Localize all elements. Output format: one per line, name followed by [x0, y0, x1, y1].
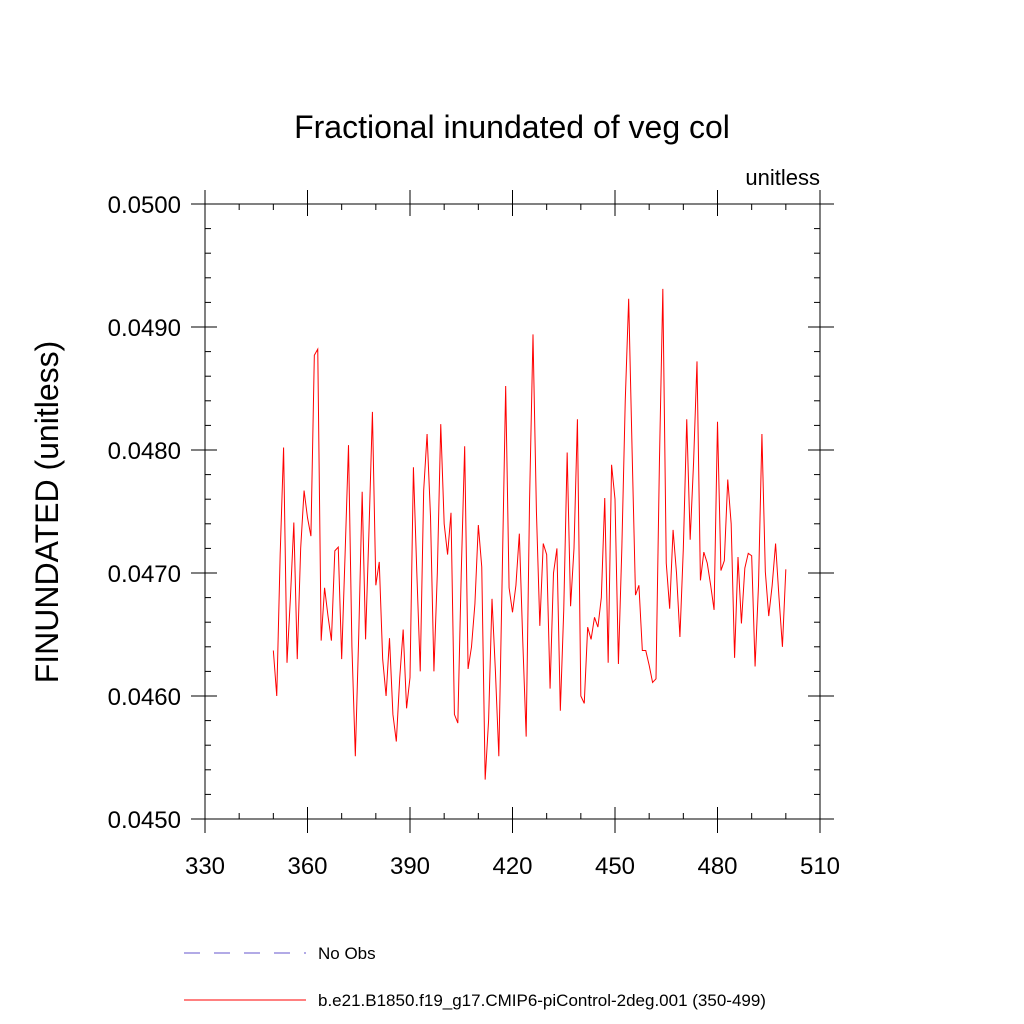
series-group: [272, 288, 787, 780]
x-tick-label: 510: [800, 853, 840, 880]
x-tick-label: 330: [185, 853, 225, 880]
units-label: unitless: [745, 165, 820, 190]
plot-frame: [204, 203, 821, 820]
x-tick-label: 480: [697, 853, 737, 880]
y-tick-label: 0.0470: [108, 561, 181, 588]
axis-tick-labels: 330 360 390 420 450 480 510 0.0450 0.0460 0.0470 0…: [108, 192, 840, 880]
axis-ticks: [191, 190, 834, 833]
y-tick-label: 0.0460: [108, 684, 181, 711]
chart-title: Fractional inundated of veg col: [294, 109, 730, 145]
series-line-model: [272, 288, 787, 780]
x-tick-label: 450: [595, 853, 635, 880]
x-tick-label: 360: [287, 853, 327, 880]
y-axis-label: FINUNDATED (unitless): [29, 341, 65, 684]
x-tick-label: 420: [492, 853, 532, 880]
legend-label-no-obs: No Obs: [318, 944, 376, 963]
x-tick-label: 390: [390, 853, 430, 880]
y-tick-label: 0.0500: [108, 192, 181, 219]
y-tick-label: 0.0450: [108, 807, 181, 834]
y-tick-label: 0.0480: [108, 438, 181, 465]
y-tick-label: 0.0490: [108, 315, 181, 342]
legend-label-model: b.e21.B1850.f19_g17.CMIP6-piControl-2deg…: [318, 991, 766, 1010]
legend: No Obs b.e21.B1850.f19_g17.CMIP6-piContr…: [184, 944, 766, 1010]
